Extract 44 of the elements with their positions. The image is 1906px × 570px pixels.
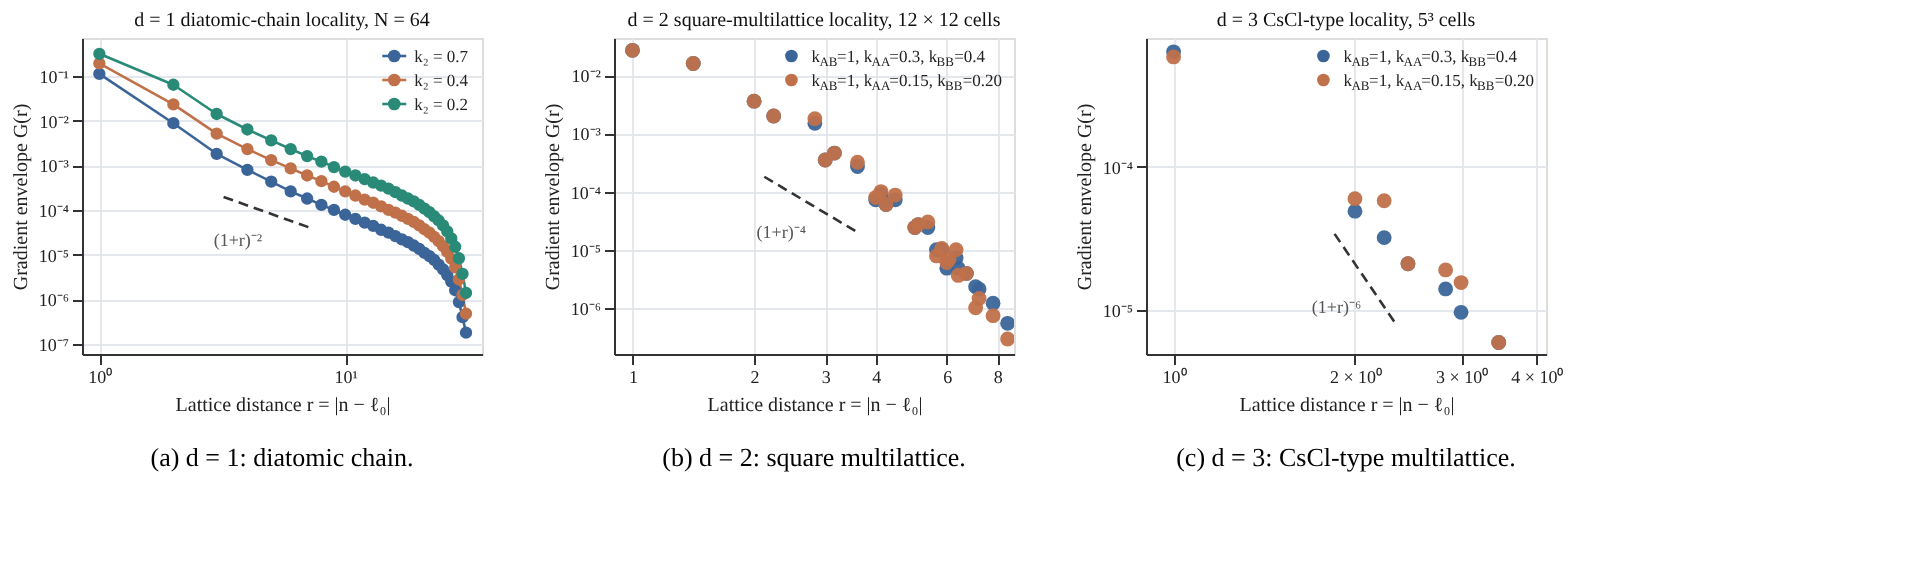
- x-tick-label: 8: [993, 367, 1004, 387]
- x-axis-title: Lattice distance r = |n − ℓ₀|: [175, 395, 391, 417]
- annotation: (1+r)⁻⁶: [1311, 297, 1362, 318]
- x-tick-label: 3 × 10⁰: [1436, 367, 1489, 387]
- legend-label: k₂ = 0.4: [414, 70, 470, 90]
- y-tick-label: 10⁻²: [571, 66, 602, 87]
- legend-label: k₂ = 0.7: [414, 46, 469, 66]
- x-tick-label: 2 × 10⁰: [1329, 367, 1383, 387]
- y-tick-label: 10⁻⁶: [570, 298, 601, 319]
- y-axis-title: Gradient envelope G(r): [542, 103, 565, 291]
- x-tick-label: 4: [872, 367, 883, 387]
- y-tick-label: 10⁻⁵: [38, 245, 69, 266]
- text: (c) d = 3: CsCl-type multilattice.: [1176, 442, 1516, 472]
- y-tick-label: 10⁻⁷: [38, 335, 69, 356]
- y-axis-title: Gradient envelope G(r): [10, 103, 33, 291]
- y-tick-label: 10⁻⁴: [1102, 157, 1133, 178]
- x-tick-label: 10⁰: [1162, 367, 1187, 387]
- y-tick-label: 10⁻²: [39, 111, 70, 132]
- y-tick-label: 10⁻⁶: [38, 290, 69, 311]
- text: (b) d = 2: square multilattice.: [662, 442, 966, 472]
- x-axis-title: Lattice distance r = |n − ℓ₀|: [707, 395, 923, 417]
- x-tick-label: 1: [628, 367, 638, 387]
- x-tick-label: 6: [943, 367, 954, 387]
- x-tick-label: 4 × 10⁰: [1511, 367, 1564, 387]
- x-tick-label: 3: [821, 367, 832, 387]
- x-tick-label: 10¹: [334, 367, 359, 387]
- legend-label: k₂ = 0.2: [414, 94, 469, 114]
- y-tick-label: 10⁻¹: [39, 66, 70, 87]
- x-axis-title: Lattice distance r = |n − ℓ₀|: [1239, 395, 1455, 417]
- text: (a) d = 1: diatomic chain.: [150, 442, 414, 472]
- y-axis-title: Gradient envelope G(r): [1074, 103, 1097, 291]
- annotation: (1+r)⁻⁴: [756, 222, 806, 243]
- y-tick-label: 10⁻⁴: [570, 182, 601, 203]
- chart-title: d = 1 diatomic-chain locality, N = 64: [134, 10, 430, 32]
- chart-title: d = 2 square-multilattice locality, 12 × 12 cells: [627, 10, 1001, 32]
- y-tick-label: 10⁻⁵: [1102, 300, 1133, 321]
- y-tick-label: 10⁻⁵: [570, 240, 601, 261]
- x-tick-label: 2: [750, 367, 760, 387]
- x-tick-label: 10⁰: [88, 367, 113, 387]
- chart-title: d = 3 CsCl-type locality, 5³ cells: [1216, 10, 1476, 32]
- annotation: (1+r)⁻²: [213, 230, 263, 251]
- y-tick-label: 10⁻⁴: [38, 200, 69, 221]
- y-tick-label: 10⁻³: [571, 124, 602, 145]
- y-tick-label: 10⁻³: [39, 156, 70, 177]
